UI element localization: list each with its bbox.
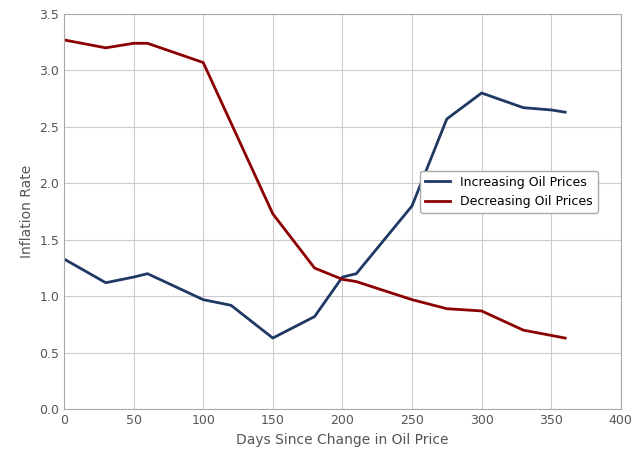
- Line: Increasing Oil Prices: Increasing Oil Prices: [64, 93, 565, 338]
- Decreasing Oil Prices: [60, 37, 68, 43]
- Increasing Oil Prices: [200, 297, 207, 302]
- Increasing Oil Prices: [60, 256, 68, 262]
- Decreasing Oil Prices: [477, 308, 485, 314]
- Increasing Oil Prices: [130, 274, 138, 280]
- Decreasing Oil Prices: [143, 40, 151, 46]
- Decreasing Oil Prices: [561, 335, 569, 341]
- Decreasing Oil Prices: [130, 40, 138, 46]
- Decreasing Oil Prices: [269, 211, 276, 217]
- Increasing Oil Prices: [353, 271, 360, 277]
- Increasing Oil Prices: [520, 105, 527, 111]
- Decreasing Oil Prices: [408, 297, 416, 302]
- Increasing Oil Prices: [310, 314, 318, 319]
- Decreasing Oil Prices: [310, 265, 318, 271]
- Decreasing Oil Prices: [353, 279, 360, 285]
- Increasing Oil Prices: [143, 271, 151, 277]
- Decreasing Oil Prices: [520, 327, 527, 333]
- Decreasing Oil Prices: [200, 60, 207, 65]
- Decreasing Oil Prices: [102, 45, 109, 51]
- Increasing Oil Prices: [547, 107, 555, 113]
- Increasing Oil Prices: [443, 116, 451, 122]
- Increasing Oil Prices: [339, 274, 346, 280]
- X-axis label: Days Since Change in Oil Price: Days Since Change in Oil Price: [236, 432, 449, 446]
- Increasing Oil Prices: [408, 203, 416, 209]
- Increasing Oil Prices: [102, 280, 109, 286]
- Legend: Increasing Oil Prices, Decreasing Oil Prices: Increasing Oil Prices, Decreasing Oil Pr…: [420, 171, 598, 213]
- Increasing Oil Prices: [561, 109, 569, 115]
- Y-axis label: Inflation Rate: Inflation Rate: [20, 165, 33, 258]
- Line: Decreasing Oil Prices: Decreasing Oil Prices: [64, 40, 565, 338]
- Decreasing Oil Prices: [339, 277, 346, 282]
- Decreasing Oil Prices: [443, 306, 451, 312]
- Increasing Oil Prices: [269, 335, 276, 341]
- Increasing Oil Prices: [477, 90, 485, 96]
- Increasing Oil Prices: [227, 303, 235, 308]
